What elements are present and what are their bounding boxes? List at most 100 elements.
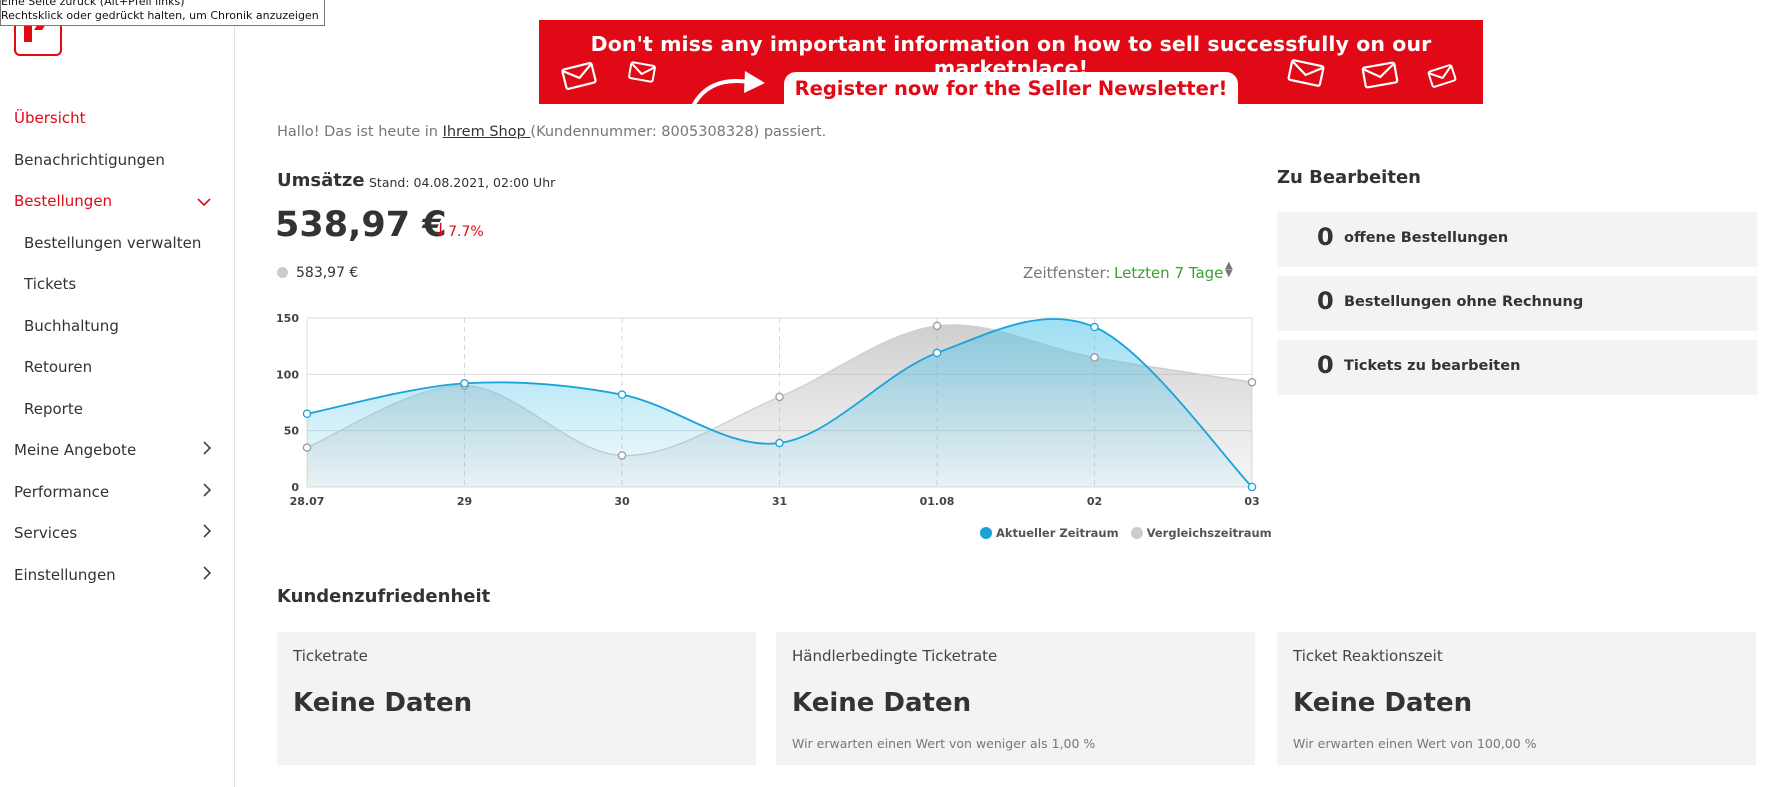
x-tick-label: 28.07: [290, 495, 325, 508]
kpi-title: Ticketrate: [293, 647, 368, 665]
banner-cta-text[interactable]: Register now for the Seller Newsletter!: [794, 77, 1228, 100]
compare-amount: 583,97 €: [277, 265, 358, 281]
sidebar-item-performance[interactable]: Performance: [0, 472, 234, 514]
todo-count: 0: [1317, 223, 1334, 251]
sidebar-item-bestellungen-verwalten[interactable]: Bestellungen verwalten: [0, 223, 234, 265]
todo-card-open-orders[interactable]: 0 offene Bestellungen: [1277, 212, 1757, 267]
sidebar-item-tickets[interactable]: Tickets: [0, 264, 234, 306]
kpi-value: Keine Daten: [792, 688, 972, 718]
kpi-value: Keine Daten: [1293, 688, 1473, 718]
sidebar-item-label: Benachrichtigungen: [14, 150, 165, 169]
sidebar-item-bestellungen[interactable]: Bestellungen: [0, 181, 234, 223]
sidebar-item-label: Einstellungen: [14, 565, 116, 584]
chevron-down-icon[interactable]: [196, 181, 212, 223]
banner-cta-pill[interactable]: [784, 72, 1238, 104]
todo-card-tickets[interactable]: 0 Tickets zu bearbeiten: [1277, 340, 1757, 395]
data-point: [932, 321, 942, 331]
tooltip-line-1: Eine Seite zurück (Alt+Pfeil links): [1, 0, 185, 8]
data-point: [302, 443, 312, 452]
back-button-tooltip: Eine Seite zurück (Alt+Pfeil links) Rech…: [0, 0, 325, 26]
kpi-note: Wir erwarten einen Wert von weniger als …: [792, 736, 1096, 751]
data-point: [1090, 353, 1099, 362]
kpi-card-ticketrate: Ticketrate Keine Daten: [277, 632, 756, 765]
sidebar-item-buchhaltung[interactable]: Buchhaltung: [0, 306, 234, 348]
sidebar-item-label: Bestellungen verwalten: [24, 233, 202, 252]
envelope-icon: [1361, 61, 1399, 89]
sidebar-item-services[interactable]: Services: [0, 513, 234, 555]
sidebar-item-label: Services: [14, 524, 78, 542]
kpi-title: Händlerbedingte Ticketrate: [792, 647, 998, 665]
revenue-chart: 0 50 100 150 28.07 29 30 31 01.08 02 03: [277, 312, 1260, 508]
data-point: [1090, 322, 1099, 332]
compare-dot-icon: [277, 267, 288, 278]
sidebar-item-einstellungen[interactable]: Einstellungen: [0, 555, 234, 597]
chevron-right-icon[interactable]: [202, 555, 212, 597]
chevron-right-icon[interactable]: [202, 513, 212, 555]
x-tick-label: 29: [457, 495, 472, 508]
legend-current-dot-icon: [980, 527, 992, 539]
sidebar-item-label: Buchhaltung: [24, 316, 119, 335]
data-point: [932, 348, 942, 358]
series-area-0: [307, 318, 1252, 487]
sidebar-item-benachrichtigungen[interactable]: Benachrichtigungen: [0, 140, 234, 182]
y-tick-label: 0: [291, 481, 299, 494]
main-content: Don't miss any important information on …: [235, 0, 1781, 787]
chevron-right-icon[interactable]: [202, 430, 212, 472]
sidebar: Übersicht Benachrichtigungen Bestellungen B…: [0, 0, 235, 787]
sidebar-item-übersicht[interactable]: Übersicht: [0, 98, 234, 140]
legend-compare-label[interactable]: Vergleichszeitraum: [1146, 526, 1272, 540]
legend-compare-dot-icon: [1130, 527, 1143, 539]
y-tick-label: 150: [277, 312, 299, 325]
kpi-card-haendler-ticketrate: Händlerbedingte Ticketrate Keine Daten W…: [776, 632, 1255, 765]
x-tick-label: 01.08: [920, 495, 955, 508]
revenue-delta: ↓7.7%: [433, 220, 484, 241]
x-tick-label: 31: [772, 495, 787, 508]
envelope-icon: [1427, 64, 1457, 88]
revenue-amount: 538,97 €: [275, 205, 447, 245]
todo-label: Bestellungen ohne Rechnung: [1344, 294, 1584, 310]
x-tick-label: 02: [1087, 495, 1102, 508]
arrow-down-icon: ↓: [433, 220, 449, 241]
envelope-icon: [628, 61, 656, 83]
data-point: [617, 390, 627, 399]
banner-headline: Don't miss any important information on …: [590, 32, 1432, 80]
zu-bearbeiten-heading: Zu Bearbeiten: [1277, 167, 1421, 188]
todo-label: offene Bestellungen: [1344, 230, 1509, 246]
chevron-right-icon[interactable]: [202, 472, 212, 514]
kpi-note: Wir erwarten einen Wert von 100,00 %: [1293, 736, 1537, 751]
tooltip-line-2: Rechtsklick oder gedrückt halten, um Chr…: [1, 9, 319, 22]
sidebar-item-reporte[interactable]: Reporte: [0, 389, 234, 431]
umsaetze-heading: Umsätze: [277, 170, 365, 191]
kpi-value: Keine Daten: [293, 688, 473, 718]
shop-link[interactable]: Ihrem Shop: [442, 124, 531, 140]
kundenzufriedenheit-heading: Kundenzufriedenheit: [277, 586, 491, 607]
y-tick-label: 50: [284, 425, 300, 438]
curved-arrow-icon: [691, 71, 765, 104]
zeitfenster-select[interactable]: Letzten 7 Tage: [1114, 264, 1224, 282]
data-point: [775, 392, 784, 402]
greeting-text: Hallo! Das ist heute in Ihrem Shop (Kund…: [277, 124, 827, 140]
sidebar-item-label: Bestellungen: [14, 192, 113, 210]
sidebar-item-retouren[interactable]: Retouren: [0, 347, 234, 389]
sidebar-item-label: Retouren: [24, 358, 93, 376]
envelope-icon: [561, 62, 597, 90]
sidebar-item-label: Übersicht: [14, 109, 86, 127]
select-arrows-icon[interactable]: ▲ ▼: [1225, 260, 1233, 279]
todo-card-no-invoice[interactable]: 0 Bestellungen ohne Rechnung: [1277, 276, 1757, 331]
y-tick-label: 100: [277, 368, 299, 381]
sidebar-item-meine-angebote[interactable]: Meine Angebote: [0, 430, 234, 472]
kpi-title: Ticket Reaktionszeit: [1293, 647, 1443, 665]
data-point: [617, 451, 627, 460]
x-tick-label: 30: [614, 495, 630, 508]
sidebar-item-label: Meine Angebote: [14, 441, 137, 459]
data-point: [460, 379, 469, 388]
newsletter-banner[interactable]: Don't miss any important information on …: [539, 20, 1483, 104]
sidebar-item-label: Performance: [14, 482, 110, 501]
todo-count: 0: [1317, 351, 1334, 379]
todo-count: 0: [1317, 287, 1334, 315]
zeitfenster-label: Zeitfenster:: [1023, 264, 1111, 282]
legend-current-label[interactable]: Aktueller Zeitraum: [996, 526, 1119, 540]
x-tick-label: 03: [1244, 495, 1259, 508]
data-point: [1247, 482, 1257, 492]
envelope-icon: [1287, 59, 1325, 87]
